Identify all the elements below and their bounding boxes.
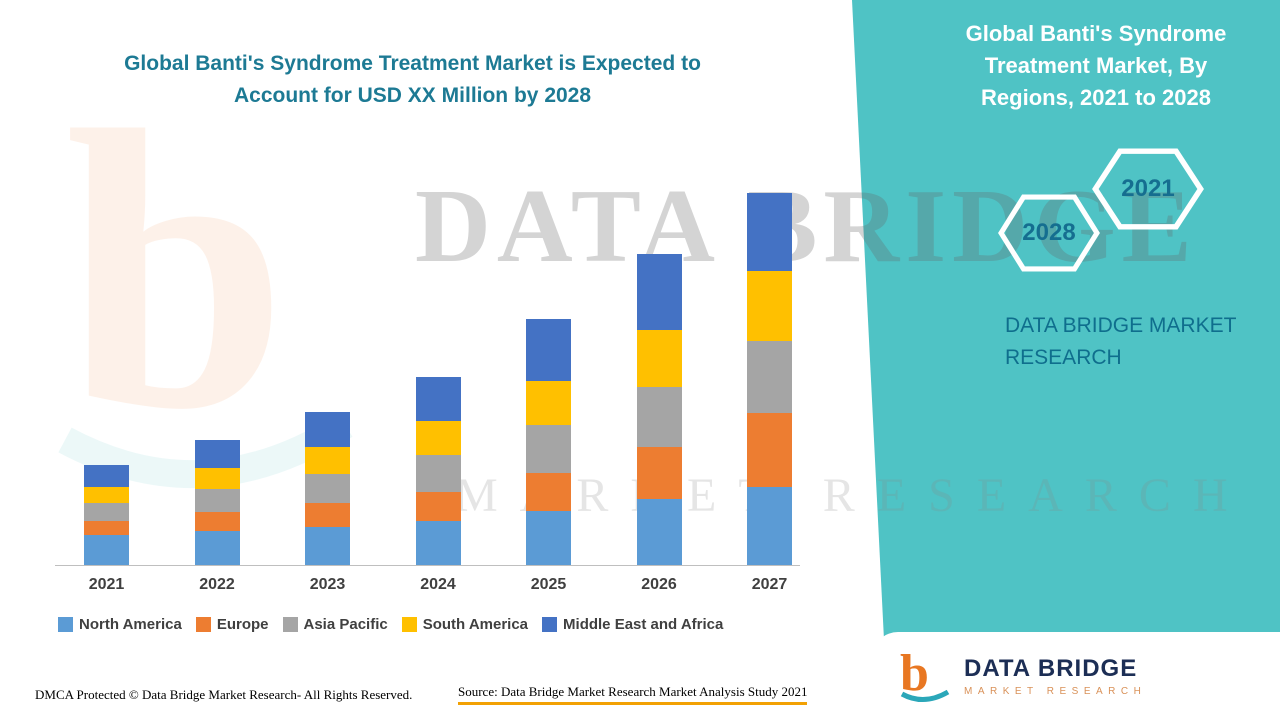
- x-axis-label: 2021: [88, 576, 125, 593]
- legend-label: North America: [79, 616, 182, 633]
- x-axis-label: 2024: [420, 576, 456, 593]
- legend-swatch: [401, 617, 417, 632]
- bar-segment: [305, 503, 350, 527]
- legend-swatch: [282, 617, 298, 632]
- bar-segment: [84, 521, 129, 535]
- bar-segment: [747, 413, 792, 487]
- hexagon-2021-label: 2021: [1121, 175, 1175, 202]
- bar-segment: [636, 330, 682, 387]
- x-axis-label: 2025: [530, 576, 567, 593]
- bar-segment: [415, 377, 461, 421]
- bar-segment: [305, 474, 350, 503]
- bar-segment: [747, 341, 792, 413]
- hexagon-2028: 2028: [998, 194, 1100, 272]
- logo-text: DATA BRIDGE MARKET RESEARCH: [964, 655, 1146, 697]
- bar-2024: [415, 377, 461, 565]
- bar-2022: [194, 440, 240, 565]
- bar-segment: [636, 499, 682, 565]
- legend-item: South America: [401, 616, 529, 633]
- bar-2027: [747, 193, 792, 565]
- x-axis-label: 2022: [199, 576, 235, 593]
- bar-segment: [636, 387, 682, 447]
- logo-brand-sub: MARKET RESEARCH: [964, 686, 1147, 697]
- hexagon-2021: 2021: [1092, 148, 1204, 230]
- bar-segment: [526, 425, 571, 473]
- legend-item: North America: [58, 616, 182, 633]
- sidebar-brand-text: DATA BRIDGE MARKET RESEARCH: [1005, 314, 1237, 369]
- bar-segment: [636, 447, 682, 499]
- x-axis-label: 2026: [641, 576, 677, 593]
- sidebar-title: Global Banti's Syndrome Treatment Market…: [965, 21, 1227, 110]
- bar-2026: [636, 254, 682, 565]
- source-text: Source: Data Bridge Market Research Mark…: [458, 684, 808, 705]
- hexagon-outline-icon: [998, 194, 1100, 272]
- bar-segment: [526, 381, 571, 425]
- legend-item: Middle East and Africa: [542, 616, 723, 633]
- bar-segment: [415, 421, 461, 455]
- bar-segment: [305, 527, 350, 565]
- bar-segment: [415, 492, 461, 521]
- legend-label: Asia Pacific: [303, 616, 388, 633]
- bar-segment: [747, 193, 792, 271]
- bar-segment: [415, 455, 461, 492]
- legend-item: Europe: [195, 616, 269, 633]
- legend-label: Europe: [216, 616, 269, 633]
- watermark-data-bridge-text: DATA BRIDGE: [415, 167, 1198, 284]
- watermark-market-research-text: MARKET RESEARCH: [455, 469, 1250, 522]
- legend-item: Asia Pacific: [282, 616, 388, 633]
- bar-segment: [305, 412, 350, 447]
- dbmr-logo-icon: b: [900, 648, 950, 702]
- logo-box: b DATA BRIDGE MARKET RESEARCH: [872, 632, 1280, 720]
- legend-swatch: [195, 617, 211, 632]
- bar-segment: [194, 440, 240, 468]
- bar-segment: [526, 511, 571, 565]
- legend-label: Middle East and Africa: [563, 616, 724, 633]
- bar-2023: [305, 412, 350, 565]
- bar-segment: [526, 319, 571, 381]
- legend-label: South America: [422, 616, 529, 633]
- bar-segment: [305, 447, 350, 474]
- bar-segment: [747, 487, 792, 565]
- legend-swatch: [58, 617, 73, 632]
- bar-segment: [194, 512, 240, 531]
- legend-swatch: [542, 617, 558, 632]
- bar-segment: [84, 465, 129, 487]
- bar-plot: [84, 185, 792, 565]
- bar-segment: [194, 531, 240, 565]
- bar-segment: [84, 503, 129, 521]
- logo-brand-name: DATA BRIDGE: [964, 655, 1138, 682]
- bar-segment: [194, 468, 240, 489]
- teal-panel: [852, 0, 1280, 720]
- bar-segment: [194, 489, 240, 512]
- sidebar: Global Banti's Syndrome Treatment Market…: [840, 0, 1280, 720]
- x-axis-labels: 2021 2022 2023 2024 2025 2026 2027: [84, 576, 792, 594]
- bar-segment: [415, 521, 461, 565]
- bar-segment: [526, 473, 571, 511]
- legend: North America Europe Asia Pacific South Ame…: [58, 616, 723, 633]
- bar-2021: [84, 465, 129, 565]
- bar-segment: [747, 271, 792, 341]
- chart-title: Global Banti's Syndrome Treatment Market…: [124, 52, 701, 107]
- x-axis-label: 2027: [751, 576, 788, 593]
- bar-segment: [84, 487, 129, 503]
- x-axis-line: [55, 565, 800, 566]
- bar-2025: [526, 319, 571, 565]
- hexagon-2028-label: 2028: [1022, 219, 1076, 246]
- bar-segment: [636, 254, 682, 330]
- svg-text:b: b: [65, 75, 287, 492]
- dmca-text: DMCA Protected © Data Bridge Market Rese…: [35, 687, 413, 702]
- x-axis-label: 2023: [309, 576, 346, 593]
- hexagon-outline-icon: [1092, 148, 1204, 230]
- bar-segment: [84, 535, 129, 565]
